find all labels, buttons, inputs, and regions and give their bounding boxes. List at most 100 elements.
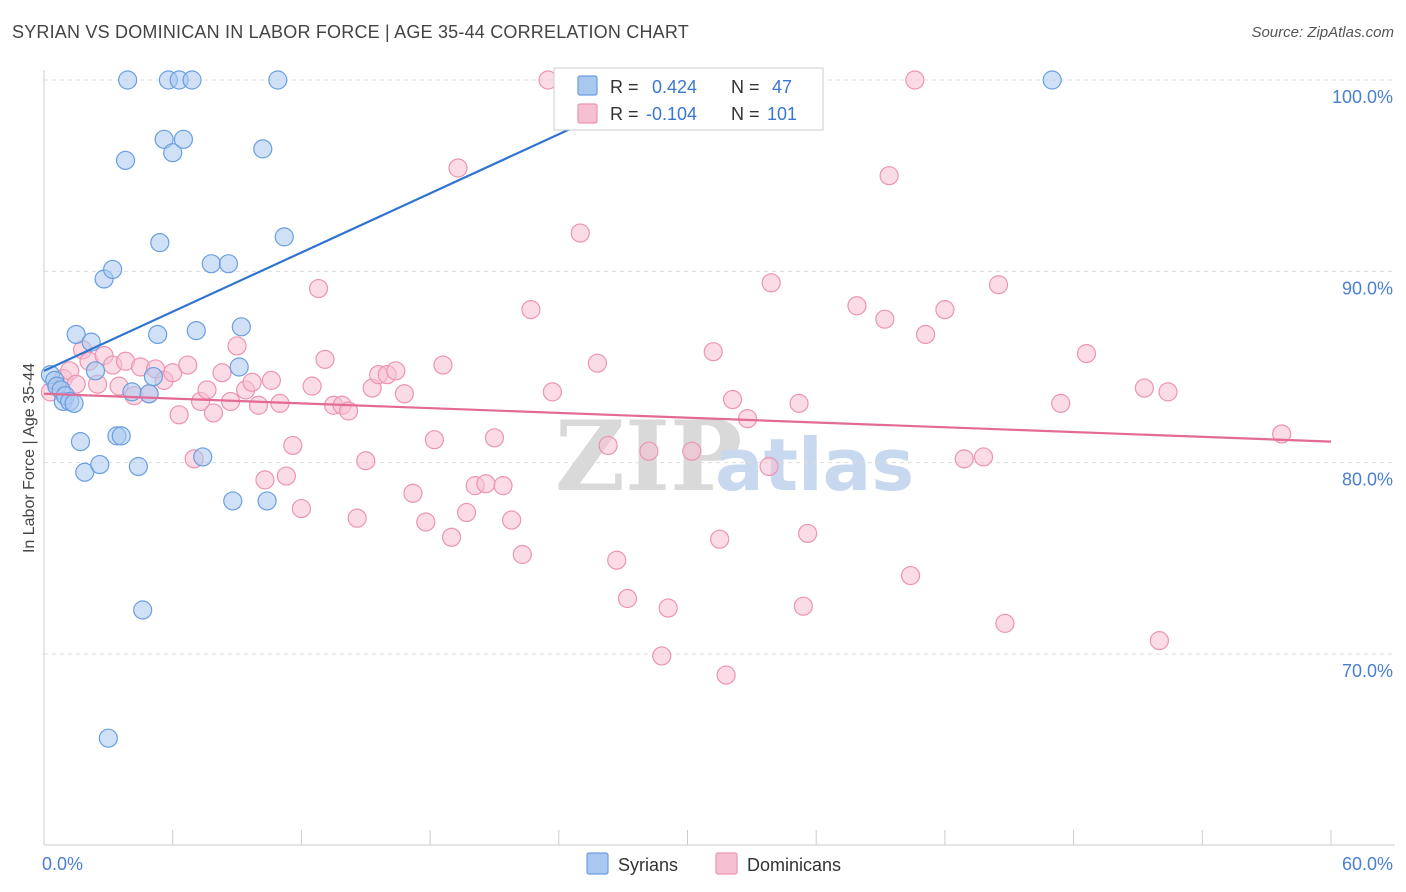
legend-r-label-1: R = — [610, 77, 639, 97]
dominican-point — [1051, 393, 1071, 413]
dominican-point — [338, 401, 359, 421]
dominican-point — [935, 300, 955, 320]
dominican-point — [973, 447, 994, 467]
dominican-point — [197, 380, 217, 400]
y-axis-tick-labels: 70.0% 80.0% 90.0% 100.0% — [1332, 87, 1393, 681]
syrian-point — [118, 70, 138, 90]
legend-r-label-2: R = — [610, 104, 639, 124]
dominican-point — [521, 300, 541, 320]
dominican-point — [1076, 344, 1097, 364]
dominican-point — [658, 598, 678, 618]
y-tick-label: 100.0% — [1332, 87, 1393, 107]
dominican-point — [476, 474, 496, 494]
dominican-point — [169, 405, 189, 425]
y-tick-label: 80.0% — [1342, 470, 1393, 490]
series-legend-swatch-dominicans — [715, 852, 738, 875]
dominican-point — [347, 508, 367, 528]
legend-n-label-1: N = — [731, 77, 760, 97]
legend-r-value-2: -0.104 — [646, 104, 697, 124]
dominican-point — [456, 502, 477, 523]
legend-n-label-2: N = — [731, 104, 760, 124]
source-credit: Source: ZipAtlas.com — [1251, 24, 1394, 41]
syrian-point — [111, 426, 131, 446]
syrian-point — [223, 491, 243, 511]
dominican-point — [570, 223, 590, 243]
dominican-point — [1158, 382, 1178, 402]
dominican-point — [1134, 378, 1154, 398]
legend-swatch-dominicans — [577, 103, 598, 124]
syrian-point — [257, 491, 277, 511]
syrian-point — [173, 129, 194, 149]
dominican-point — [403, 483, 423, 503]
syrian-point — [229, 357, 249, 377]
legend-r-value-1: 0.424 — [652, 77, 697, 97]
dominican-point — [291, 498, 311, 519]
dominican-point — [587, 353, 608, 373]
dominican-point — [598, 435, 618, 456]
dominican-point — [879, 166, 899, 186]
syrian-point — [66, 324, 86, 345]
syrian-point — [1042, 70, 1062, 90]
dominican-point — [394, 384, 414, 404]
dominican-point — [761, 273, 781, 293]
legend-box — [553, 67, 824, 131]
dominican-point — [212, 363, 232, 383]
legend-n-value-2: 101 — [767, 104, 797, 124]
syrian-point — [85, 361, 106, 381]
syrian-point — [103, 259, 123, 280]
dominican-point — [315, 349, 335, 369]
dominican-point — [416, 512, 436, 532]
dominican-point — [793, 596, 813, 616]
syrian-point — [218, 254, 239, 274]
dominican-point — [283, 435, 303, 456]
dominican-point — [441, 527, 462, 547]
y-axis-label: In Labor Force | Age 35-44 — [21, 363, 38, 553]
dominican-point — [1149, 631, 1170, 651]
series-legend: Syrians Dominicans — [586, 852, 841, 875]
dominican-point — [682, 441, 702, 461]
syrian-point — [268, 70, 288, 90]
dominican-point — [386, 361, 406, 381]
dominican-point — [178, 355, 198, 375]
syrian-point — [253, 139, 273, 159]
dominican-point — [607, 550, 627, 570]
dominican-point — [203, 403, 224, 423]
series-legend-swatch-syrians — [586, 852, 609, 875]
x-tick-label: 60.0% — [1342, 854, 1393, 874]
dominicans-points — [40, 70, 1292, 685]
dominican-point — [1272, 424, 1292, 444]
syrian-point — [98, 728, 118, 748]
syrian-point — [150, 233, 170, 253]
chart-title: SYRIAN VS DOMINICAN IN LABOR FORCE | AGE… — [12, 22, 689, 42]
syrian-point — [186, 321, 206, 341]
dominican-point — [261, 370, 281, 390]
syrian-point — [274, 227, 294, 247]
dominican-point — [954, 449, 974, 469]
dominican-point — [163, 363, 183, 383]
dominican-point — [242, 372, 262, 392]
dominican-point — [900, 565, 921, 586]
x-tick-label: 0.0% — [42, 854, 83, 874]
dominican-point — [302, 376, 322, 396]
syrian-point — [70, 432, 91, 452]
dominican-point — [652, 646, 672, 666]
syrians-points — [40, 70, 1062, 748]
dominican-point — [915, 324, 936, 345]
dominican-point — [276, 466, 296, 486]
dominican-point — [716, 665, 736, 685]
correlation-legend: R = 0.424 N = 47 R = -0.104 N = 101 — [553, 67, 824, 131]
syrian-point — [75, 462, 95, 482]
syrian-point — [231, 317, 251, 337]
dominican-point — [493, 476, 513, 496]
dominican-point — [433, 355, 453, 375]
dominican-point — [484, 428, 505, 448]
dominican-point — [248, 395, 269, 415]
watermark: ZIP atlas — [555, 400, 914, 513]
syrian-point — [143, 366, 163, 387]
syrian-point — [128, 456, 148, 477]
dominican-point — [227, 336, 247, 356]
series-legend-label-syrians: Syrians — [618, 855, 678, 875]
syrian-point — [182, 70, 202, 90]
legend-swatch-syrians — [577, 75, 598, 96]
